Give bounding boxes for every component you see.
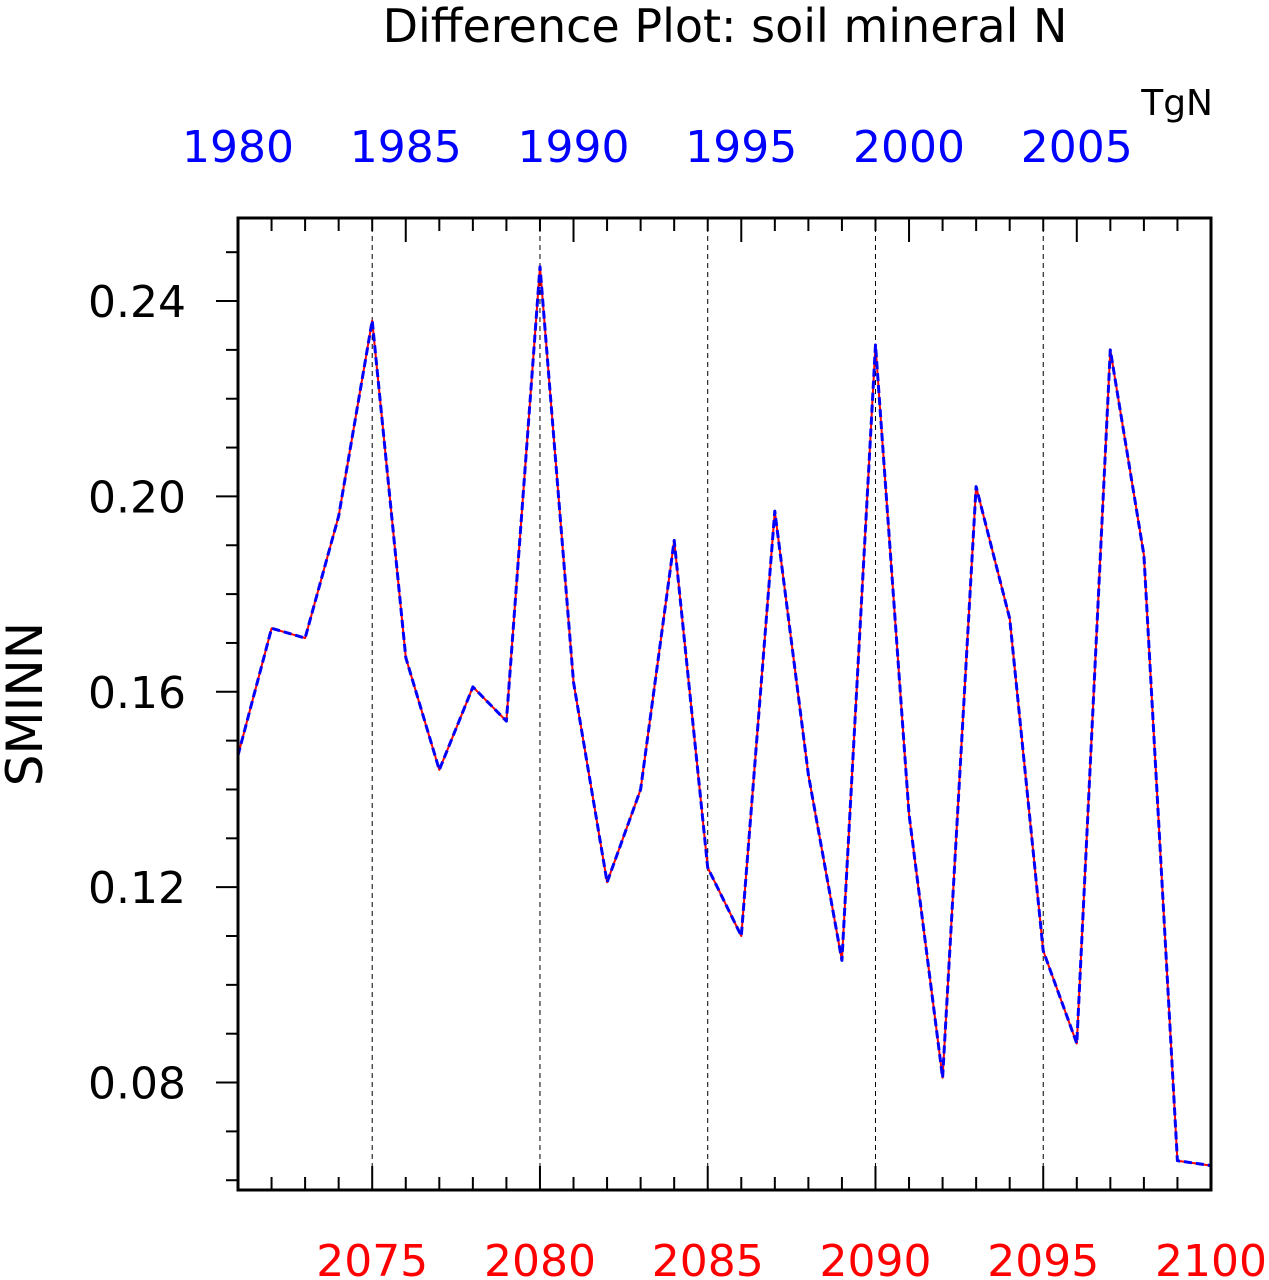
plot-frame <box>236 216 1213 1192</box>
y-tick-label: 0.12 <box>88 863 186 914</box>
y-tick-label: 0.16 <box>88 668 186 719</box>
top-tick-label: 1985 <box>350 122 462 173</box>
y-tick-label: 0.20 <box>88 472 186 523</box>
series-layer <box>236 265 1212 1168</box>
bottom-tick-label: 2080 <box>484 1236 596 1280</box>
units-label: TgN <box>1140 83 1213 124</box>
top-tick-label: 1995 <box>685 122 797 173</box>
bottom-tick-label: 2075 <box>316 1236 428 1280</box>
bottom-tick-label: 2095 <box>987 1236 1099 1280</box>
y-axis-label: SMINN <box>0 622 54 786</box>
bottom-tick-label: 2100 <box>1155 1236 1267 1280</box>
y-tick-label: 0.08 <box>88 1059 186 1110</box>
bottom-tick-label: 2085 <box>652 1236 764 1280</box>
tick-labels: 2075 2080 2085 2090 2095 2100 1980 1985 1990 1995… <box>88 122 1267 1280</box>
y-tick-label: 0.24 <box>88 277 186 328</box>
series-line-1 <box>237 265 1212 1167</box>
top-tick-label: 2005 <box>1021 122 1133 173</box>
top-tick-label: 1980 <box>182 122 294 173</box>
grid-lines <box>371 218 1044 1190</box>
series-line-2 <box>236 265 1212 1168</box>
top-tick-label: 1990 <box>518 122 630 173</box>
top-tick-label: 2000 <box>853 122 965 173</box>
bottom-tick-label: 2090 <box>819 1236 931 1280</box>
chart-title: Difference Plot: soil mineral N <box>383 0 1068 53</box>
